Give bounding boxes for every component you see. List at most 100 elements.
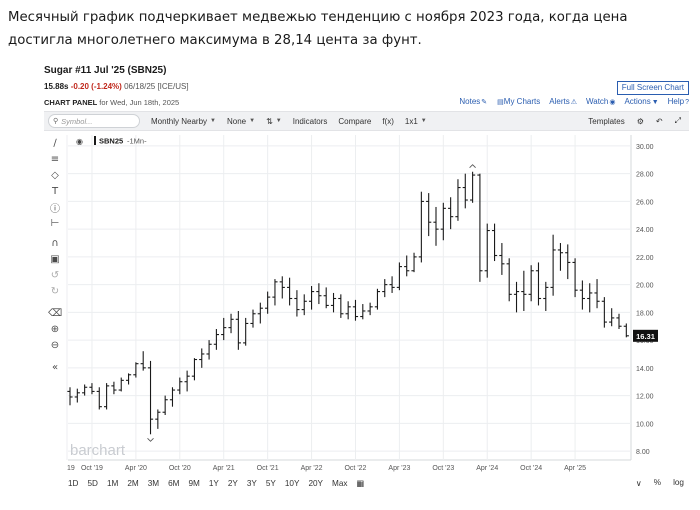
ohlc-bar xyxy=(104,383,110,410)
ohlc-bar xyxy=(484,223,490,278)
ohlc-bar xyxy=(67,387,73,406)
timeframe-buttons: 1D 5D 1M 2M 3M 6M 9M 1Y 2Y 3Y 5Y 10Y 20Y Max xyxy=(68,479,357,488)
x-tick-label: Oct '21 xyxy=(257,465,279,472)
fx-button[interactable]: f(x) xyxy=(382,116,394,126)
actions-menu[interactable]: Actions▼ xyxy=(624,97,659,106)
ohlc-bar xyxy=(199,348,205,368)
settings-gear-icon[interactable]: ⚙ xyxy=(636,116,644,126)
period-select[interactable]: Monthly Nearby ▼ xyxy=(151,116,216,126)
ohlc-bar xyxy=(579,280,585,310)
ohlc-bar xyxy=(550,234,556,296)
expand-icon[interactable]: ⤢ xyxy=(674,116,681,125)
percent-scale-toggle[interactable]: % xyxy=(653,478,662,487)
ohlc-bar xyxy=(535,262,542,306)
ohlc-bar xyxy=(213,329,219,350)
zoom-in-icon[interactable]: ⊕ xyxy=(50,323,60,335)
ohlc-bar xyxy=(470,171,476,203)
chart-title: Sugar #11 Jul '25 (SBN25) xyxy=(44,65,167,76)
redo-icon[interactable]: ↻ xyxy=(50,285,60,297)
alerts-link[interactable]: Alerts⚠ xyxy=(549,97,577,106)
ohlc-bar xyxy=(287,277,293,306)
templates-button[interactable]: Templates xyxy=(588,116,625,126)
chevron-down-icon[interactable]: ∨ xyxy=(635,479,642,488)
overlay-select[interactable]: None ▼ xyxy=(226,116,256,126)
ohlc-bar xyxy=(125,373,132,385)
ohlc-bar xyxy=(448,197,454,230)
full-screen-chart-button[interactable]: Full Screen Chart xyxy=(616,81,689,95)
watch-link[interactable]: Watch◉ xyxy=(585,97,616,106)
info-tool-icon[interactable]: ⓘ xyxy=(50,203,60,215)
ohlc-bar xyxy=(89,383,95,395)
magnet-icon[interactable]: ∩ xyxy=(51,237,59,249)
timeframe-2y[interactable]: 2Y xyxy=(227,478,238,488)
ohlc-bar xyxy=(506,258,512,302)
trash-icon[interactable]: ⌫ xyxy=(47,307,63,319)
price-chart[interactable]: 8.0010.0012.0014.0016.0018.0020.0022.002… xyxy=(40,60,692,506)
indicators-button[interactable]: Indicators xyxy=(292,116,328,126)
timeframe-3m[interactable]: 3M xyxy=(147,478,160,488)
lock-icon[interactable]: ▣ xyxy=(50,253,60,265)
timeframe-20y[interactable]: 20Y xyxy=(308,478,324,488)
undo-arrow-icon[interactable]: ↶ xyxy=(655,116,663,126)
ohlc-bar xyxy=(462,173,468,209)
ohlc-bar xyxy=(338,294,344,318)
line-tool-icon[interactable]: ∕ xyxy=(53,137,57,149)
ohlc-bar xyxy=(382,279,388,298)
ohlc-bar xyxy=(279,276,285,299)
ohlc-bar xyxy=(323,287,329,309)
shape-tool-icon[interactable]: ◇ xyxy=(51,169,59,181)
bar-type-select[interactable]: ⇅ ▼ xyxy=(266,117,282,126)
ohlc-bar xyxy=(265,291,271,314)
timeframe-5d[interactable]: 5D xyxy=(87,478,98,488)
timeframe-max[interactable]: Max xyxy=(332,478,348,488)
timeframe-9m[interactable]: 9M xyxy=(188,478,200,488)
x-tick-label: Oct '19 xyxy=(81,465,103,472)
log-scale-toggle[interactable]: log xyxy=(673,478,684,487)
y-tick-label: 26.00 xyxy=(636,199,654,206)
watch-icon: ◉ xyxy=(609,99,616,106)
timeframe-5y[interactable]: 5Y xyxy=(265,478,276,488)
text-tool-icon[interactable]: T xyxy=(51,185,59,197)
my-charts-link[interactable]: ▤My Charts xyxy=(497,97,541,106)
y-tick-label: 30.00 xyxy=(636,144,654,151)
x-tick-label: Oct '20 xyxy=(169,465,191,472)
chevron-down-icon: ▼ xyxy=(275,118,282,124)
zoom-out-icon[interactable]: ⊖ xyxy=(50,339,60,351)
timeframe-1d[interactable]: 1D xyxy=(68,478,79,488)
timeframe-10y[interactable]: 10Y xyxy=(284,478,300,488)
x-tick-label: Apr '20 xyxy=(125,465,147,472)
notes-link[interactable]: Notes✎ xyxy=(459,97,488,106)
timeframe-6m[interactable]: 6M xyxy=(168,478,180,488)
collapse-icon[interactable]: « xyxy=(51,361,59,373)
ohlc-bar xyxy=(360,304,366,320)
note-icon: ✎ xyxy=(481,99,488,106)
ohlc-bar xyxy=(521,270,527,311)
search-icon: ⚲ xyxy=(53,118,59,125)
ohlc-bar xyxy=(162,395,168,416)
help-link[interactable]: Help? xyxy=(667,97,689,106)
measure-tool-icon[interactable]: ⊢ xyxy=(50,217,60,229)
timeframe-2m[interactable]: 2M xyxy=(127,478,139,488)
compare-button[interactable]: Compare xyxy=(338,116,372,126)
chart-toolbar: ⚲ Symbol... Monthly Nearby ▼ None ▼ ⇅ ▼ Ind… xyxy=(44,111,689,131)
timeframe-3y[interactable]: 3Y xyxy=(246,478,257,488)
ohlc-bar xyxy=(565,244,571,280)
series-color-swatch xyxy=(94,136,96,145)
fib-tool-icon[interactable]: ≡ xyxy=(50,153,60,165)
symbol-search-input[interactable]: ⚲ Symbol... xyxy=(48,114,140,128)
action-links: Notes✎ ▤My Charts Alerts⚠ Watch◉ Actions… xyxy=(459,97,689,106)
chevron-down-icon: ▼ xyxy=(210,118,216,124)
ohlc-bar xyxy=(609,308,615,327)
timeframe-1y[interactable]: 1Y xyxy=(208,478,219,488)
layout-select[interactable]: 1x1 ▼ xyxy=(404,116,427,126)
chevron-down-icon: ▼ xyxy=(651,99,659,106)
ohlc-bar xyxy=(455,179,461,221)
x-tick-label: Apr '25 xyxy=(564,465,586,472)
legend-symbol: SBN25 xyxy=(99,137,123,146)
undo-icon[interactable]: ↺ xyxy=(50,269,60,281)
last-price: 15.88s xyxy=(44,82,69,91)
calendar-icon[interactable]: ▦ xyxy=(356,479,365,488)
ohlc-bar xyxy=(594,279,600,309)
timeframe-1m[interactable]: 1M xyxy=(106,478,119,488)
last-price-tag-label: 16.31 xyxy=(636,332,655,341)
